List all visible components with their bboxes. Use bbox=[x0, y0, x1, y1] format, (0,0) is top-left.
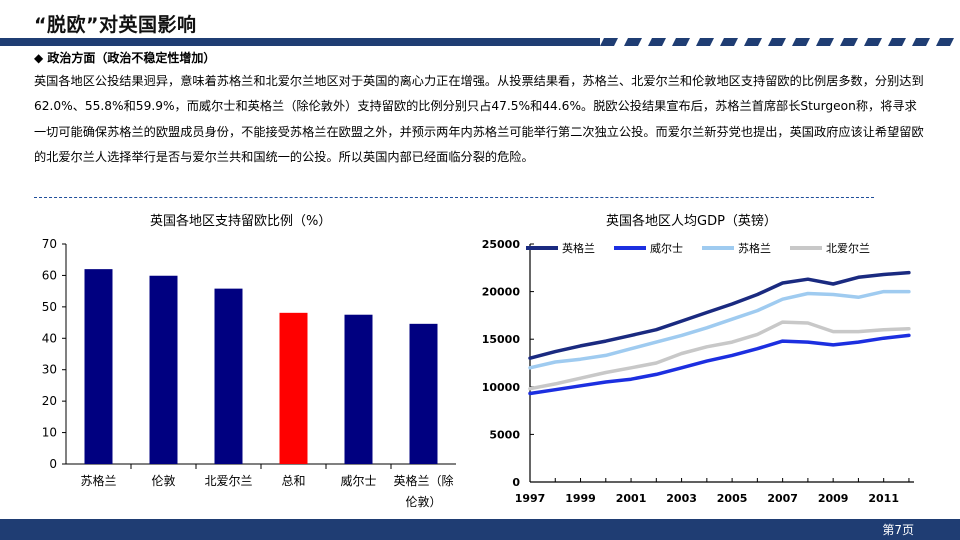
line-x-tick-label: 2003 bbox=[666, 492, 697, 505]
legend-label: 威尔士 bbox=[650, 242, 683, 255]
bar bbox=[149, 275, 178, 464]
page-number: 第7页 bbox=[882, 523, 914, 537]
bar-chart-title: 英国各地区支持留欧比例（%） bbox=[150, 214, 332, 229]
bar-category-label: 威尔士 bbox=[340, 473, 376, 488]
bar-category-label: 苏格兰 bbox=[80, 473, 116, 488]
line-y-tick-label: 0 bbox=[512, 476, 520, 489]
bar bbox=[279, 312, 308, 464]
line-y-tick-label: 15000 bbox=[482, 333, 521, 346]
line-y-tick-label: 10000 bbox=[482, 381, 521, 394]
series-line bbox=[528, 270, 911, 360]
bar-category-label: 总和 bbox=[281, 474, 305, 488]
legend-label: 北爱尔兰 bbox=[826, 242, 870, 255]
series-line bbox=[528, 333, 911, 396]
bar-category-label: 伦敦） bbox=[405, 494, 441, 509]
footer-bar: 第7页 bbox=[0, 519, 960, 540]
bar-y-tick-label: 30 bbox=[42, 363, 57, 377]
bar-category-label: 伦敦 bbox=[151, 473, 175, 488]
bar-category-label: 北爱尔兰 bbox=[204, 473, 252, 488]
bar-y-tick-label: 10 bbox=[42, 426, 57, 440]
series-line bbox=[528, 320, 911, 391]
line-x-tick-label: 2011 bbox=[868, 492, 899, 505]
bar-y-tick-label: 40 bbox=[42, 331, 57, 345]
line-x-tick-label: 2005 bbox=[717, 492, 748, 505]
bar bbox=[214, 288, 243, 464]
title-bar bbox=[0, 38, 954, 46]
bar-y-tick-label: 0 bbox=[49, 457, 57, 471]
bar bbox=[409, 323, 438, 464]
line-chart-title: 英国各地区人均GDP（英镑） bbox=[606, 214, 777, 229]
line-x-tick-label: 1997 bbox=[515, 492, 546, 505]
line-chart: 0 5000 10000 15000 20000 25000 1997 1999 2001 200… bbox=[482, 238, 914, 505]
series-line bbox=[528, 289, 911, 370]
legend-label: 英格兰 bbox=[562, 241, 595, 255]
line-x-tick-label: 2009 bbox=[818, 492, 849, 505]
line-y-tick-label: 5000 bbox=[489, 428, 520, 441]
bar bbox=[84, 269, 113, 464]
section-heading: ◆ 政治方面（政治不稳定性增加） bbox=[34, 51, 216, 65]
bar-y-tick-label: 50 bbox=[42, 300, 57, 314]
line-y-tick-label: 20000 bbox=[482, 286, 521, 299]
dashed-divider bbox=[34, 197, 874, 198]
bar bbox=[344, 314, 373, 464]
bar-y-tick-label: 70 bbox=[42, 237, 57, 251]
bar-category-label: 英格兰（除 bbox=[393, 473, 453, 488]
bar-chart: 0 10 20 30 40 50 60 70 苏格兰 伦敦 北爱尔兰 总和 威尔士 英格兰（除伦敦） bbox=[42, 237, 456, 509]
body-paragraph: 英国各地区公投结果迥异，意味着苏格兰和北爱尔兰地区对于英国的离心力正在增强。从投… bbox=[34, 74, 924, 165]
line-y-tick-label: 25000 bbox=[482, 238, 521, 251]
line-x-tick-label: 1999 bbox=[565, 492, 596, 505]
slide-title: “脱欧”对英国影响 bbox=[34, 14, 197, 36]
legend-label: 苏格兰 bbox=[738, 241, 771, 255]
bar-y-tick-label: 60 bbox=[42, 268, 57, 282]
bar-y-tick-label: 20 bbox=[42, 394, 57, 408]
line-x-tick-label: 2007 bbox=[767, 492, 798, 505]
line-x-tick-label: 2001 bbox=[616, 492, 647, 505]
